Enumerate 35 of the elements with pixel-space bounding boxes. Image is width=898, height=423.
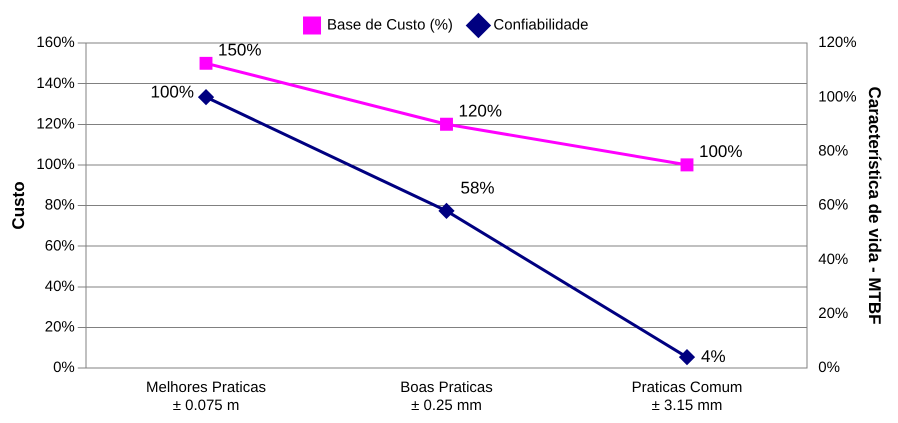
data-label: 100% <box>698 142 742 162</box>
y2-axis-title: Característica de vida - MTBF <box>865 86 884 325</box>
y-tick-label: 40% <box>44 278 75 295</box>
y2-tick-label: 60% <box>818 196 848 214</box>
y2-tick-label: 80% <box>818 142 848 160</box>
x-tick-label: Boas Praticas ± 0.25 mm <box>400 379 493 414</box>
y-tick-label: 140% <box>36 74 75 92</box>
point <box>440 118 453 131</box>
data-label: 100% <box>150 82 194 102</box>
point <box>198 90 214 105</box>
x-tick-label: Praticas Comum ± 3.15 mm <box>632 379 742 414</box>
y-axis-title: Custo <box>8 181 28 230</box>
y-tick-label: 20% <box>44 318 75 336</box>
y2-tick-label: 120% <box>818 34 857 52</box>
y2-tick-label: 20% <box>818 304 848 322</box>
y2-tick-label: 0% <box>818 359 840 376</box>
y-tick-label: 0% <box>53 359 75 376</box>
y-tick-label: 120% <box>36 115 75 132</box>
y-tick-label: 80% <box>44 196 75 214</box>
data-label: 4% <box>700 346 726 366</box>
point <box>679 350 694 365</box>
legend-label: Base de Custo (%) <box>327 16 453 34</box>
legend-label: Confiabilidade <box>493 16 588 34</box>
point <box>680 158 694 172</box>
y-tick-label: 160% <box>36 34 75 52</box>
x-tick-label: Melhores Praticas ± 0.075 m <box>146 379 266 414</box>
point <box>439 203 454 218</box>
y2-tick-label: 100% <box>818 88 857 106</box>
point <box>200 56 212 70</box>
y-tick-label: 100% <box>36 156 75 174</box>
data-label: 58% <box>460 178 495 198</box>
data-label: 150% <box>218 40 262 60</box>
y-tick-label: 60% <box>44 237 75 254</box>
data-label: 120% <box>458 101 502 120</box>
y2-tick-label: 40% <box>818 250 848 268</box>
